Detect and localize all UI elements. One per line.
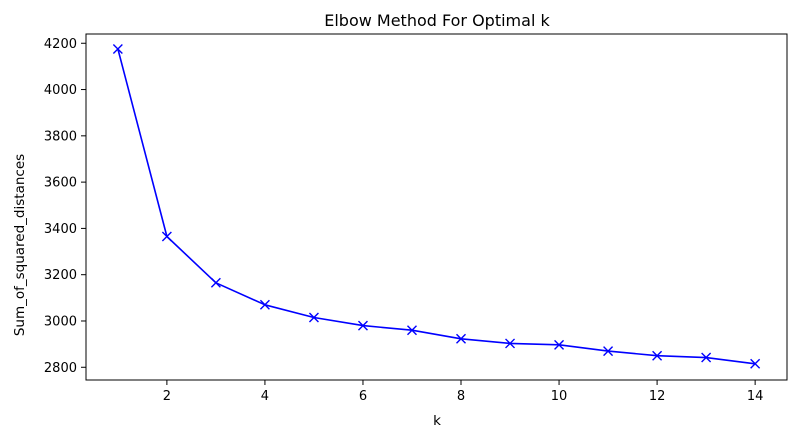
- x-tick-label: 2: [163, 389, 171, 404]
- chart-title: Elbow Method For Optimal k: [324, 11, 550, 30]
- y-tick-label: 3400: [44, 222, 77, 237]
- x-tick-label: 14: [747, 389, 764, 404]
- plot-area: [85, 33, 788, 381]
- data-point-marker: [308, 312, 319, 323]
- plot-frame: [85, 33, 788, 381]
- data-point-marker: [210, 277, 221, 288]
- y-axis: 2800 3000 3200 3400 3600 3800 4000 4200: [44, 37, 86, 376]
- data-point-marker: [456, 333, 467, 344]
- x-axis-label: k: [433, 413, 441, 429]
- y-tick-label: 3000: [44, 314, 77, 329]
- y-tick-label: 4200: [44, 37, 77, 52]
- data-point-marker: [259, 299, 270, 310]
- x-tick-label: 6: [359, 389, 367, 404]
- data-point-marker: [406, 325, 417, 336]
- x-tick-label: 10: [551, 389, 568, 404]
- y-tick-label: 3800: [44, 129, 77, 144]
- y-axis-label: Sum_of_squared_distances: [12, 154, 28, 336]
- x-tick-label: 4: [261, 389, 269, 404]
- series-line: [117, 48, 756, 365]
- data-point-marker: [603, 346, 614, 357]
- y-tick-label: 4000: [44, 83, 77, 98]
- data-point-marker: [554, 339, 565, 350]
- x-tick-label: 8: [457, 389, 465, 404]
- y-tick-label: 3200: [44, 268, 77, 283]
- data-point-marker: [161, 231, 172, 242]
- data-point-marker: [750, 358, 761, 369]
- data-point-marker: [357, 320, 368, 331]
- data-point-marker: [652, 350, 663, 361]
- y-tick-label: 2800: [44, 361, 77, 376]
- y-tick-label: 3600: [44, 176, 77, 191]
- x-tick-label: 12: [649, 389, 666, 404]
- x-axis: 2 4 6 8 10 12 14: [163, 380, 764, 404]
- series-group: [112, 44, 761, 369]
- data-point-marker: [701, 352, 712, 363]
- data-point-marker: [112, 44, 123, 55]
- data-point-marker: [505, 338, 516, 349]
